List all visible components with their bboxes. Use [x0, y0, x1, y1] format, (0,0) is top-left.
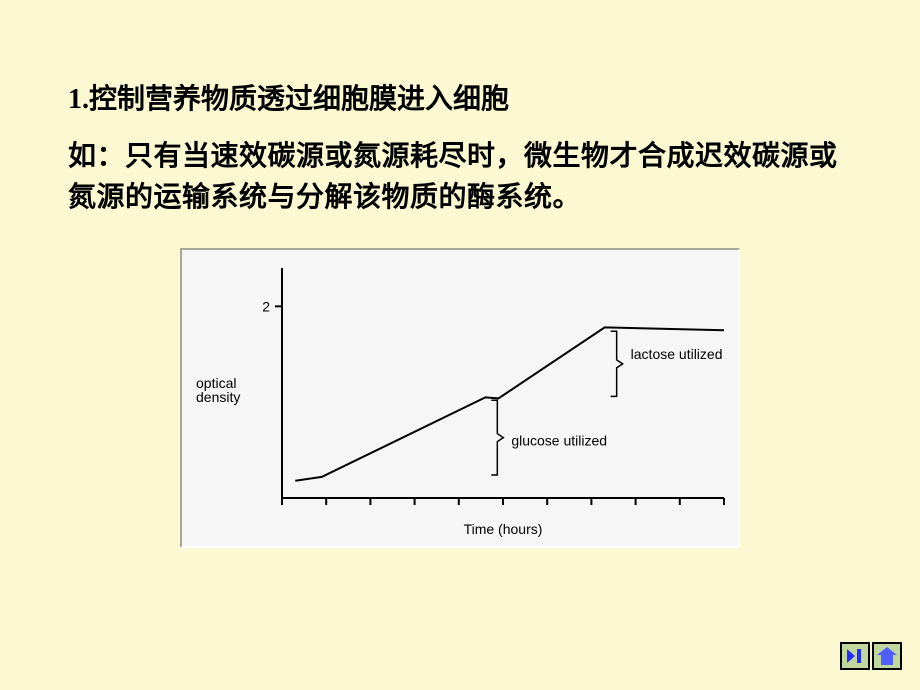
svg-text:2: 2 — [262, 299, 270, 315]
svg-text:glucose utilized: glucose utilized — [511, 433, 607, 449]
svg-text:lactose utilized: lactose utilized — [631, 346, 723, 362]
growth-chart: 2opticaldensityTime (hours)glucose utili… — [180, 248, 740, 548]
nav-controls — [840, 642, 902, 670]
home-button[interactable] — [872, 642, 902, 670]
svg-text:Time (hours): Time (hours) — [464, 521, 543, 537]
next-button[interactable] — [840, 642, 870, 670]
body-paragraph: 如：只有当速效碳源或氮源耗尽时，微生物才合成迟效碳源或氮源的运输系统与分解该物质… — [68, 137, 852, 218]
home-icon — [877, 647, 897, 655]
heading: 1.控制营养物质透过细胞膜进入细胞 — [68, 80, 852, 119]
svg-text:density: density — [196, 390, 240, 406]
